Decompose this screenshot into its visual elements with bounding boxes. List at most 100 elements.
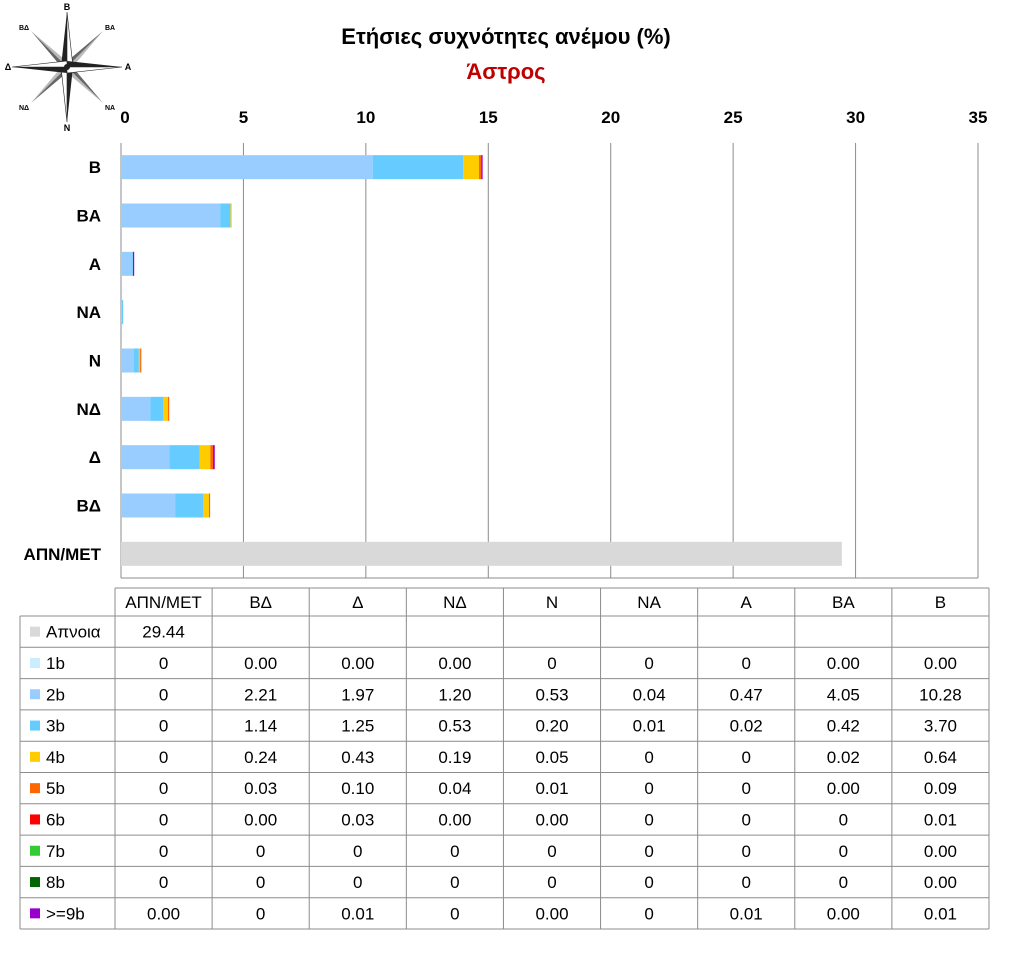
- chart-subtitle: Άστρος: [466, 59, 545, 84]
- table-cell: 0.00: [924, 842, 957, 861]
- bar-segment-3b: [175, 493, 204, 518]
- table-cell: 0.10: [341, 779, 374, 798]
- y-category-label: Δ: [89, 448, 101, 467]
- bar-segment-5b: [208, 493, 211, 518]
- compass-e-shade: [66, 66, 123, 74]
- legend-label: 2b: [46, 685, 65, 704]
- table-cell: 0: [741, 842, 750, 861]
- compass-sw-shade: [31, 67, 70, 103]
- compass-label-s: Ν: [64, 123, 71, 133]
- table-header-cell: ΝΔ: [443, 593, 467, 612]
- table-header-cell: ΒΑ: [832, 593, 855, 612]
- compass-se-shade: [67, 64, 103, 103]
- table-cell: 0: [644, 842, 653, 861]
- table-cell: 0.01: [633, 717, 666, 736]
- table-cell: 0: [450, 904, 459, 923]
- legend-label: 7b: [46, 842, 65, 861]
- table-cell: 0: [450, 842, 459, 861]
- bar-segment-3b: [372, 155, 464, 180]
- table-cell: 1.97: [341, 685, 374, 704]
- bar-segment-4b: [203, 493, 209, 518]
- table-cell: 0: [353, 873, 362, 892]
- x-axis-tick-labels: 0 5 10 15 20 25 30 35: [120, 108, 987, 127]
- table-cell: 0.00: [341, 654, 374, 673]
- table-cell: 0: [839, 873, 848, 892]
- table-cell: 0: [741, 748, 750, 767]
- table-cell: 0: [256, 873, 265, 892]
- table-cell: 10.28: [919, 685, 962, 704]
- y-category-label: ΝΑ: [76, 303, 101, 322]
- table-header-cell: Β: [935, 593, 946, 612]
- bar-segment-2b: [121, 348, 134, 373]
- table-cell: 0: [159, 748, 168, 767]
- table-cell: 0.02: [827, 748, 860, 767]
- table-cell: 0.03: [244, 779, 277, 798]
- y-category-label: ΑΠΝ/ΜΕΤ: [24, 545, 102, 564]
- bar-segment-5b: [210, 445, 213, 470]
- table-cell: 0: [256, 904, 265, 923]
- table-cell: 0.04: [438, 779, 471, 798]
- table-header-cell: ΝΑ: [637, 593, 661, 612]
- compass-label-sw: ΝΔ: [19, 105, 29, 112]
- bar-segment-5b: [478, 155, 482, 180]
- table-cell: 0: [547, 654, 556, 673]
- table-header-cell: Δ: [352, 593, 363, 612]
- bar-segment-3b: [133, 348, 139, 373]
- table-cell: 0.00: [827, 654, 860, 673]
- table-cell: 0: [741, 779, 750, 798]
- table-cell: 0: [547, 873, 556, 892]
- legend-key: [30, 814, 40, 825]
- compass-sw-point: [31, 64, 67, 103]
- table-cell: 0: [256, 842, 265, 861]
- bar-segment-2b: [121, 155, 373, 180]
- table-cell: 0: [644, 810, 653, 829]
- bar-segment->=9b: [213, 445, 215, 470]
- bar-segment-4b: [463, 155, 479, 180]
- bar-segment-2b: [121, 445, 170, 470]
- table-cell: 0.00: [924, 873, 957, 892]
- table-cell: 4.05: [827, 685, 860, 704]
- table-cell: 0.00: [147, 904, 180, 923]
- bar-segment-4b: [138, 348, 141, 373]
- compass-label-w: Δ: [5, 62, 12, 72]
- legend-key: [30, 908, 40, 919]
- bar-segment->=9b: [132, 251, 135, 276]
- bar-segment-2b: [121, 493, 176, 518]
- table-cell: 0.00: [438, 810, 471, 829]
- compass-label-ne: ΒΑ: [105, 25, 115, 32]
- table-cell: 0.53: [438, 717, 471, 736]
- table-cell: 0: [741, 654, 750, 673]
- table-cell: 0.01: [341, 904, 374, 923]
- compass-se-point: [64, 67, 103, 103]
- table-cell: 0.01: [924, 904, 957, 923]
- table-cell: 0: [644, 654, 653, 673]
- compass-n-point: [61, 12, 67, 67]
- y-axis-category-labels: Β ΒΑ Α ΝΑ Ν ΝΔ Δ ΒΔ ΑΠΝ/ΜΕΤ: [24, 158, 102, 564]
- table-cell: 0.64: [924, 748, 957, 767]
- legend-key: [30, 626, 40, 637]
- table-cell: 0: [644, 748, 653, 767]
- table-cell: 0.01: [924, 810, 957, 829]
- compass-e-point: [67, 61, 122, 67]
- table-cell: 0: [839, 810, 848, 829]
- table-cell: 0.43: [341, 748, 374, 767]
- x-tick-label: 0: [120, 108, 129, 127]
- compass-center: [64, 64, 70, 70]
- table-cell: 0.00: [438, 654, 471, 673]
- legend-label: 4b: [46, 748, 65, 767]
- x-tick-label: 15: [479, 108, 498, 127]
- bar-segment-3b: [150, 396, 164, 421]
- x-tick-label: 25: [724, 108, 743, 127]
- y-category-label: ΝΔ: [77, 400, 102, 419]
- legend-label: >=9b: [46, 904, 85, 923]
- bar-segment-2b: [121, 251, 133, 276]
- table-cell: 0.01: [535, 779, 568, 798]
- table-cell: 0.00: [535, 904, 568, 923]
- legend-key: [30, 783, 40, 794]
- x-tick-label: 5: [239, 108, 248, 127]
- table-cell: 0: [159, 654, 168, 673]
- bar-segment-2b: [121, 203, 221, 228]
- legend-label: Απνοια: [46, 623, 101, 642]
- legend-label: 3b: [46, 717, 65, 736]
